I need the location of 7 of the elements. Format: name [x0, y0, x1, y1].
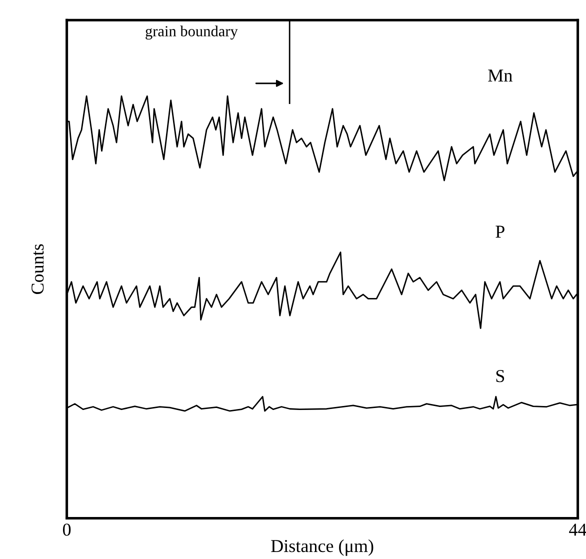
text: Mn	[488, 70, 512, 82]
series-label: S	[496, 370, 504, 382]
text: P	[496, 226, 504, 238]
x-tick-label: 0	[62, 524, 71, 536]
y-axis-title: Counts	[32, 244, 44, 294]
text: grain boundary	[146, 26, 238, 40]
x-axis-title: Distance (μm)	[271, 539, 374, 556]
